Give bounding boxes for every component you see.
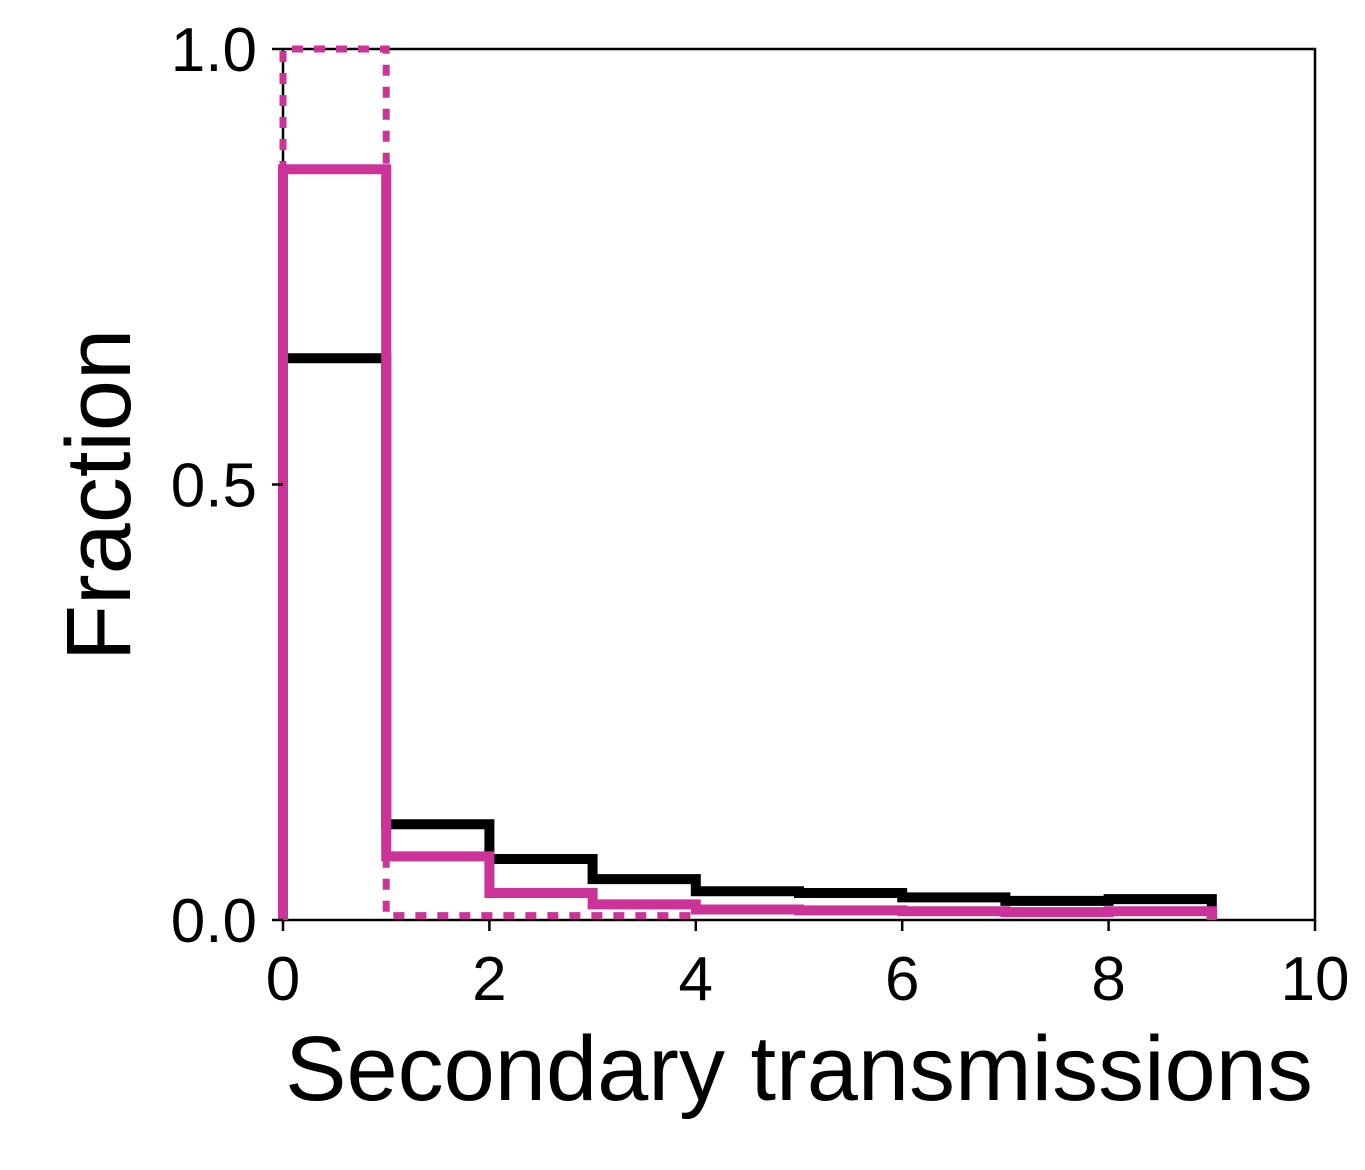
y-axis-label: Fraction [48,329,150,661]
plot-frame [281,47,1317,922]
plot-area: 0 2 4 6 8 10 0.0 0.5 1.0 [171,16,1350,1014]
tick-layer: 0 2 4 6 8 10 0.0 0.5 1.0 [171,16,1350,1014]
series-1-step-line [278,164,1217,920]
x-tick-label: 8 [1091,945,1125,1014]
series-2-step-line [279,45,700,920]
y-tick-label: 0.5 [171,452,257,521]
x-tick-label: 10 [1281,945,1350,1014]
y-tick-label: 0.0 [171,887,257,956]
series-0-step-line [278,353,1217,920]
y-tick-label: 1.0 [171,16,257,85]
x-tick-label: 4 [679,945,713,1014]
x-tick-label: 0 [266,945,300,1014]
x-tick-label: 2 [472,945,506,1014]
series-layer [278,45,1217,920]
x-axis-label: Secondary transmissions [285,1018,1313,1120]
x-tick-label: 6 [885,945,919,1014]
